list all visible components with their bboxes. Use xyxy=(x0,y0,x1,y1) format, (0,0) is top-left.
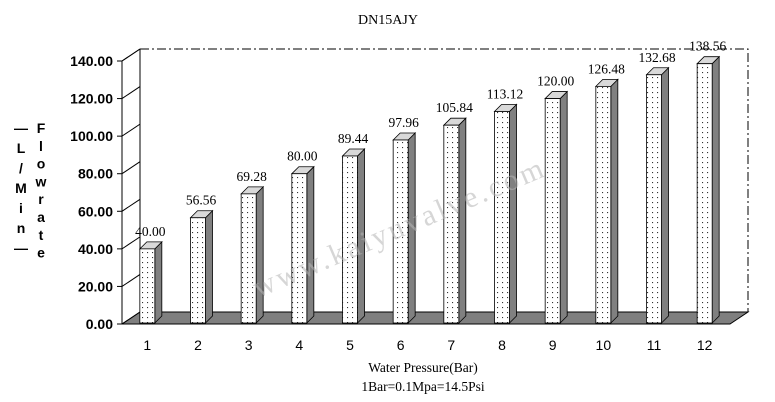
bar-face xyxy=(342,155,358,324)
bar-data-label: 138.56 xyxy=(689,39,726,54)
bar-side xyxy=(610,78,619,324)
x-tick-label: 7 xyxy=(447,337,455,353)
x-tick-label: 10 xyxy=(596,337,612,353)
bar-side xyxy=(509,103,517,324)
x-tick-label: 5 xyxy=(346,337,354,353)
bar-face xyxy=(544,98,561,324)
bar-side xyxy=(306,165,315,324)
y-tick-wall-line xyxy=(121,274,141,287)
x-tick-label: 11 xyxy=(647,337,662,353)
bar-data-label: 69.28 xyxy=(236,169,267,184)
x-tick-label: 6 xyxy=(397,337,405,353)
bar xyxy=(138,240,163,324)
x-tick-label: 8 xyxy=(498,337,506,353)
bar-data-label: 97.96 xyxy=(388,115,419,130)
y-tick-wall-line xyxy=(121,161,141,175)
bar xyxy=(544,90,569,324)
bar-side xyxy=(154,240,163,324)
bar-data-label: 89.44 xyxy=(338,131,369,146)
bar-face xyxy=(494,111,510,324)
bar-face xyxy=(646,74,662,324)
bar-data-label: 105.84 xyxy=(436,100,473,115)
y-tick-label: 40.00 xyxy=(78,241,113,257)
y-tick-label: 0.00 xyxy=(86,316,113,332)
bar xyxy=(645,66,670,324)
bar-data-label: 113.12 xyxy=(487,86,524,101)
bar xyxy=(442,117,467,324)
bar-data-label: 132.68 xyxy=(638,50,675,65)
bar-face xyxy=(240,193,257,324)
y-tick-wall-line xyxy=(121,123,141,137)
y-tick-wall-line xyxy=(121,86,141,99)
bar-face xyxy=(443,124,460,324)
y-tick-label: 60.00 xyxy=(78,203,113,219)
bar xyxy=(341,148,366,324)
bar xyxy=(696,55,721,324)
y-tick-label: 80.00 xyxy=(78,166,113,182)
bar-side xyxy=(559,90,568,324)
back-wall-border xyxy=(140,48,749,312)
y-tick-label: 20.00 xyxy=(78,278,113,294)
x-axis-label: Water Pressure(Bar) xyxy=(368,360,478,375)
svg-text:—L/Min—: — L / Mi n — xyxy=(14,120,28,256)
bar-side xyxy=(711,55,720,324)
y-tick-wall-line xyxy=(121,236,141,250)
x-axis-ticks: 1 2 3 4 5 6 7 8 9 10 11 12 xyxy=(143,337,712,353)
bar-side xyxy=(458,117,467,324)
bar-face xyxy=(392,139,409,324)
bar-data-label: 40.00 xyxy=(135,224,166,239)
x-tick-label: 1 xyxy=(143,337,151,353)
bar-data-label: 80.00 xyxy=(287,149,318,164)
bar-data-label: 56.56 xyxy=(186,193,217,208)
bar-face xyxy=(190,217,206,324)
y-tick-wall-line xyxy=(121,311,141,325)
x-tick-label: 2 xyxy=(194,337,202,353)
bar-data-label: 126.48 xyxy=(588,61,625,76)
y-tick-wall-line xyxy=(121,48,141,62)
bar xyxy=(290,165,315,324)
bar xyxy=(189,209,214,324)
y-tick-label: 140.00 xyxy=(70,53,113,69)
x-tick-label: 9 xyxy=(549,337,557,353)
x-tick-label: 12 xyxy=(697,337,713,353)
y-tick-label: 100.00 xyxy=(70,128,113,144)
bar-data-label: 120.00 xyxy=(537,74,574,89)
bar-side xyxy=(661,66,669,324)
chart-title: DN15AJY xyxy=(358,13,418,28)
x-axis-subtitle: 1Bar=0.1Mpa=14.5Psi xyxy=(361,379,484,394)
bar xyxy=(594,78,619,324)
bar-face xyxy=(696,63,713,324)
bar xyxy=(493,103,518,324)
bar-face xyxy=(595,85,612,324)
bars: 40.00 56.56 69.28 80.00 89.44 97.96 105.84 113.… xyxy=(135,39,726,324)
bar-side xyxy=(205,209,213,324)
bar-face xyxy=(291,173,308,324)
y-axis-ticks: 0.00 20.00 40.00 60.00 80.00 100.00 120.00 140.… xyxy=(70,48,141,332)
x-tick-label: 4 xyxy=(295,337,303,353)
y-tick-label: 120.00 xyxy=(70,91,113,107)
bar-face xyxy=(139,248,156,324)
y-tick-wall-line xyxy=(121,198,141,212)
x-tick-label: 3 xyxy=(245,337,253,353)
bar xyxy=(240,185,265,324)
bar xyxy=(392,132,417,324)
